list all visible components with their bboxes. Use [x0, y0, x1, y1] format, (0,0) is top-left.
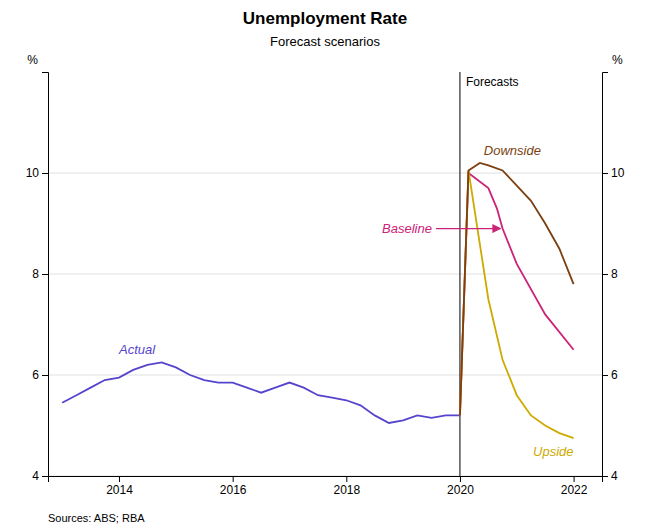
tick-label: 2018	[333, 483, 360, 497]
tick-mark	[602, 274, 608, 275]
tick: 4	[602, 469, 618, 483]
tick-mark	[574, 476, 575, 482]
tick-label: 4	[32, 469, 39, 483]
tick: 6	[602, 368, 618, 382]
tick-mark	[602, 173, 608, 174]
source: Sources: ABS; RBA	[48, 512, 145, 524]
tick: 6	[32, 368, 48, 382]
tick-label: 6	[611, 368, 618, 382]
tick-label: 8	[32, 267, 39, 281]
title: Unemployment Rate	[243, 9, 407, 28]
line	[62, 362, 460, 423]
tick-mark	[42, 476, 48, 477]
tick: 2014	[106, 476, 133, 497]
y2-axis: 4 6 8 10	[602, 73, 625, 484]
tick: 10	[26, 166, 48, 180]
line	[460, 173, 574, 415]
chart: Unemployment RateForecast scenarios20142…	[0, 0, 650, 532]
tick: 2022	[561, 476, 588, 497]
line	[460, 163, 574, 416]
tick-mark	[460, 476, 461, 482]
axis-line	[603, 73, 609, 477]
plot-area: 2014 2016 2018 2020 2022 4 6 8 10 4 6 8 10%% Actual Ba…	[26, 53, 625, 497]
annotation: Forecasts	[466, 75, 519, 89]
line-label: Downside	[484, 143, 541, 158]
grid-line	[48, 375, 602, 376]
marks	[62, 72, 573, 476]
tick: 4	[32, 469, 48, 483]
tick: 2018	[333, 476, 360, 497]
line-label: Upside	[533, 444, 573, 459]
tick-label: 8	[611, 267, 618, 281]
tick-mark	[233, 476, 234, 482]
y2-axis-label: %	[612, 53, 623, 67]
tick-label: 2016	[220, 483, 247, 497]
arrow	[436, 228, 501, 229]
grid-line	[48, 274, 602, 275]
tick: 10	[602, 166, 625, 180]
line-labels: Actual Baseline Upside Downside	[118, 143, 574, 459]
axis-line	[42, 73, 49, 477]
grid	[48, 173, 602, 476]
line	[460, 170, 574, 438]
tick-label: 10	[611, 166, 625, 180]
grid-line	[48, 173, 602, 174]
tick-label: 2020	[447, 483, 474, 497]
tick-mark	[42, 173, 48, 174]
tick-mark	[602, 375, 608, 376]
line-label: Actual	[118, 342, 156, 357]
tick-label: 4	[611, 469, 618, 483]
tick-mark	[602, 476, 608, 477]
y-axis-label: %	[27, 53, 38, 67]
tick-label: 2022	[561, 483, 588, 497]
tick-label: 6	[32, 368, 39, 382]
tick-mark	[42, 274, 48, 275]
tick-mark	[119, 476, 120, 482]
tick-label: 2014	[106, 483, 133, 497]
tick: 2016	[220, 476, 247, 497]
subtitle: Forecast scenarios	[270, 34, 380, 49]
line-label: Baseline	[382, 221, 432, 236]
tick: 2020	[447, 476, 474, 497]
tick-mark	[42, 375, 48, 376]
tick-mark	[346, 476, 347, 482]
tick: 8	[32, 267, 48, 281]
tick: 8	[602, 267, 618, 281]
axis-line	[49, 477, 603, 483]
tick-label: 10	[26, 166, 40, 180]
x-axis: 2014 2016 2018 2020 2022	[49, 476, 603, 497]
y-axis: 4 6 8 10	[26, 73, 49, 484]
